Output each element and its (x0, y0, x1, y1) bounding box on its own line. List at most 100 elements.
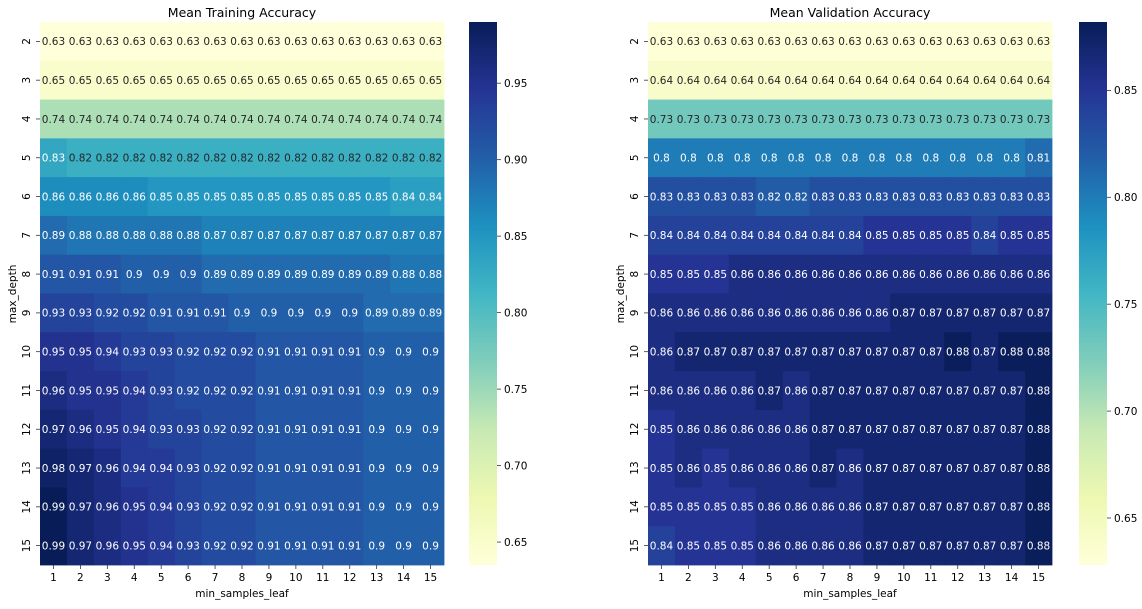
colorbar-tick-label: 0.75 (504, 384, 527, 396)
cell-value-label: 0.86 (784, 308, 808, 320)
cell-value-label: 0.8 (1003, 153, 1020, 165)
y-tick-label: 6 (629, 193, 641, 200)
heatmap-cell (809, 371, 837, 411)
x-tick-label: 10 (289, 572, 302, 584)
cell-value-label: 0.8 (815, 153, 832, 165)
heatmap-cell (944, 60, 972, 100)
heatmap-cell (228, 371, 256, 411)
cell-value-label: 0.87 (811, 463, 834, 475)
heatmap-cell (944, 177, 972, 217)
cell-value-label: 0.91 (257, 463, 280, 475)
heatmap-cell (971, 526, 999, 566)
heatmap-cell (120, 526, 149, 566)
heatmap-cell (255, 293, 283, 333)
heatmap-cell (93, 371, 122, 411)
heatmap-cell (890, 371, 918, 411)
heatmap-cell (336, 22, 364, 62)
cell-value-label: 0.91 (338, 463, 361, 475)
y-tick-label: 9 (629, 310, 641, 317)
cell-value-label: 0.88 (1027, 346, 1050, 358)
heatmap-cell (282, 138, 310, 178)
heatmap-cell (728, 448, 757, 488)
heatmap-cell (147, 60, 176, 100)
cell-value-label: 0.86 (677, 308, 701, 320)
y-tick-label: 10 (629, 345, 641, 358)
heatmap-cell (40, 60, 68, 100)
heatmap-cell (255, 22, 283, 62)
heatmap-cell (336, 138, 364, 178)
cell-value-label: 0.73 (811, 114, 834, 126)
cell-value-label: 0.89 (392, 308, 415, 320)
cell-value-label: 0.91 (338, 540, 361, 552)
cell-value-label: 0.63 (919, 36, 942, 48)
y-tick-label: 13 (629, 461, 641, 474)
heatmap-cell (363, 293, 391, 333)
heatmap-cell (201, 138, 229, 178)
heatmap-cell (836, 177, 864, 217)
cell-value-label: 0.63 (42, 36, 65, 48)
heatmap-cell (836, 371, 864, 411)
cell-value-label: 0.83 (838, 191, 861, 203)
x-axis-ticks: 1 2 3 4 5 6 7 8 9 10 11 12 13 14 15 (50, 565, 437, 584)
cell-value-label: 0.8 (653, 153, 670, 165)
heatmap-cell (147, 254, 176, 294)
cell-value-label: 0.74 (69, 114, 93, 126)
cell-value-label: 0.63 (203, 36, 226, 48)
heatmap-cell (174, 215, 202, 256)
heatmap-cell (782, 138, 810, 178)
heatmap-cell (174, 487, 202, 527)
heatmap-cell (309, 215, 337, 256)
heatmap-cell (674, 254, 703, 294)
cell-value-label: 0.64 (838, 75, 862, 87)
heatmap-cell (809, 526, 837, 566)
heatmap-cell (390, 371, 418, 411)
cell-value-label: 0.63 (284, 36, 307, 48)
cell-value-label: 0.9 (368, 424, 385, 436)
heatmap-cell (336, 215, 364, 256)
heatmap-cell (309, 22, 337, 62)
heatmap-cell (309, 487, 337, 527)
cell-value-label: 0.87 (865, 346, 888, 358)
cell-value-label: 0.96 (96, 540, 120, 552)
cell-value-label: 0.87 (811, 424, 834, 436)
heatmap-cell (674, 371, 703, 411)
heatmap-cell (228, 22, 256, 62)
cell-value-label: 0.88 (1027, 502, 1050, 514)
cell-value-label: 0.91 (257, 424, 280, 436)
cell-value-label: 0.9 (368, 346, 385, 358)
heatmap-cell (701, 138, 730, 178)
cell-value-label: 0.85 (1027, 230, 1050, 242)
heatmap-cell (755, 371, 784, 411)
heatmap-cell (971, 448, 999, 488)
heatmap-cell (863, 177, 891, 217)
cell-value-label: 0.82 (284, 153, 307, 165)
heatmap-cell (971, 487, 999, 527)
heatmap-cell (944, 448, 972, 488)
heatmap-cell (944, 215, 972, 256)
cell-value-label: 0.86 (919, 269, 943, 281)
cell-value-label: 0.91 (284, 424, 307, 436)
heatmap-cell (174, 293, 202, 333)
cell-value-label: 0.86 (784, 540, 808, 552)
heatmap-cell (309, 293, 337, 333)
y-tick-label: 13 (21, 461, 33, 474)
cell-value-label: 0.86 (731, 385, 755, 397)
cell-value-label: 0.92 (96, 308, 119, 320)
cell-value-label: 0.86 (1027, 269, 1051, 281)
cell-value-label: 0.9 (422, 346, 439, 358)
cell-value-label: 0.82 (392, 153, 415, 165)
x-axis-ticks: 1 2 3 4 5 6 7 8 9 10 11 12 13 14 15 (658, 565, 1045, 584)
cell-value-label: 0.97 (69, 540, 92, 552)
cell-value-label: 0.64 (731, 75, 755, 87)
heatmap-cell (971, 22, 999, 62)
heatmap-cell (998, 177, 1026, 217)
heatmap-cell (809, 60, 837, 100)
cell-value-label: 0.87 (365, 230, 388, 242)
heatmap-cell (648, 215, 676, 256)
cell-value-label: 0.95 (123, 502, 146, 514)
heatmap-cell (174, 409, 202, 450)
cell-value-label: 0.91 (284, 540, 307, 552)
cell-value-label: 0.99 (42, 540, 65, 552)
cell-value-label: 0.82 (365, 153, 388, 165)
heatmap-cell (93, 22, 122, 62)
